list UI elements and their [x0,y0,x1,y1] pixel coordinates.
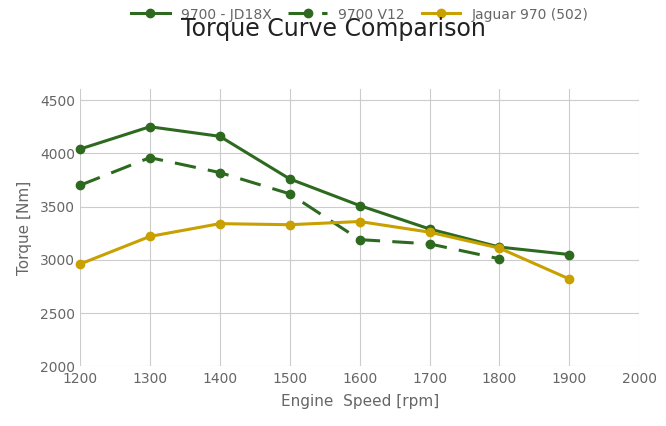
Y-axis label: Torque [Nm]: Torque [Nm] [17,181,32,275]
9700 - JD18X [76,147,84,152]
Jaguar 970 (502) [496,245,503,250]
Jaguar 970 (502) [146,234,154,239]
9700 - JD18X [426,226,434,231]
Jaguar 970 (502) [216,221,224,226]
9700 - JD18X [286,176,294,181]
Line: 9700 - JD18X: 9700 - JD18X [76,123,573,259]
9700 V12 [146,155,154,160]
Text: Torque Curve Comparison: Torque Curve Comparison [180,17,486,41]
9700 - JD18X [356,203,364,208]
Line: 9700 V12: 9700 V12 [76,153,503,263]
9700 V12 [76,183,84,188]
Jaguar 970 (502) [356,219,364,224]
9700 - JD18X [496,245,503,250]
9700 V12 [426,241,434,246]
Legend: 9700 - JD18X, 9700 V12, Jaguar 970 (502): 9700 - JD18X, 9700 V12, Jaguar 970 (502) [131,8,589,22]
9700 V12 [496,256,503,261]
9700 - JD18X [216,134,224,139]
Jaguar 970 (502) [286,222,294,227]
9700 V12 [286,191,294,196]
Jaguar 970 (502) [565,276,573,282]
9700 - JD18X [146,124,154,129]
Line: Jaguar 970 (502): Jaguar 970 (502) [76,217,573,283]
Jaguar 970 (502) [426,230,434,235]
9700 - JD18X [565,252,573,257]
Jaguar 970 (502) [76,262,84,267]
X-axis label: Engine  Speed [rpm]: Engine Speed [rpm] [280,394,439,409]
9700 V12 [216,170,224,175]
9700 V12 [356,237,364,242]
